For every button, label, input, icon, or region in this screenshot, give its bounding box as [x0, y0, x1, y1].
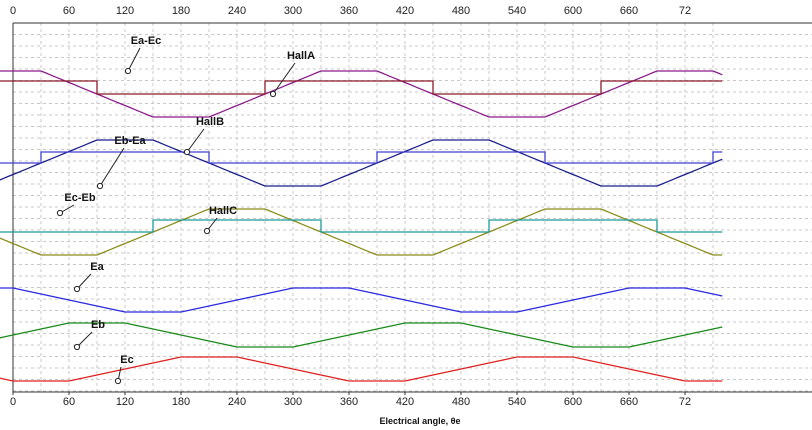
- x-tick-label-top: 540: [508, 5, 526, 17]
- series-line-ec-eb: [0, 208, 723, 256]
- series-label-hallc: HallC: [209, 205, 237, 217]
- annotation-leader-ea: [76, 273, 92, 290]
- x-tick-label-top: 240: [228, 5, 246, 17]
- series-line-ea-ec: [0, 70, 723, 118]
- x-tick-label-top: 0: [10, 5, 16, 17]
- annotation-marker-ec: [114, 377, 122, 385]
- x-tick-label: 300: [284, 396, 302, 408]
- annotation-marker-ec-eb: [56, 209, 64, 217]
- x-tick-label: 180: [172, 396, 190, 408]
- x-tick-label: 120: [116, 396, 134, 408]
- x-tick-label-top: 600: [564, 5, 582, 17]
- x-tick-label: 240: [228, 396, 246, 408]
- series-label-ea-ec: Ea-Ec: [131, 35, 162, 47]
- annotation-leader-eb: [76, 331, 93, 348]
- series-label-halla: HallA: [287, 50, 315, 62]
- annotation-marker-ea: [73, 285, 81, 293]
- x-axis-title: Electrical angle, θe: [380, 416, 461, 426]
- series-label-eb: Eb: [91, 319, 105, 331]
- x-tick-label-top: 360: [340, 5, 358, 17]
- annotation-marker-hallc: [203, 227, 211, 235]
- x-tick-label: 600: [564, 396, 582, 408]
- annotation-leader-halla: [272, 62, 296, 95]
- series-label-hallb: HallB: [196, 116, 224, 128]
- annotation-leader-ea-ec: [127, 47, 141, 72]
- annotation-marker-halla: [269, 90, 277, 98]
- annotation-marker-hallb: [183, 148, 191, 156]
- x-tick-label: 0: [10, 396, 16, 408]
- x-tick-label: 420: [396, 396, 414, 408]
- series-line-ea: [0, 287, 723, 313]
- series-label-eb-ea: Eb-Ea: [114, 135, 146, 147]
- x-tick-label-top: 480: [452, 5, 470, 17]
- x-tick-label-top: 660: [620, 5, 638, 17]
- annotation-leader-eb-ea: [99, 147, 125, 187]
- x-tick-label: 360: [340, 396, 358, 408]
- series-line-hallc: [0, 219, 723, 233]
- x-tick-label: 60: [63, 396, 75, 408]
- x-tick-label: 72: [679, 396, 691, 408]
- annotation-leader-hallb: [186, 128, 205, 153]
- series-label-ec: Ec: [120, 354, 133, 366]
- x-tick-label-top: 72: [679, 5, 691, 17]
- x-tick-label: 480: [452, 396, 470, 408]
- series-line-eb: [0, 322, 723, 348]
- x-tick-label-top: 120: [116, 5, 134, 17]
- annotation-marker-eb-ea: [96, 182, 104, 190]
- x-tick-label: 540: [508, 396, 526, 408]
- annotation-marker-ea-ec: [124, 67, 132, 75]
- x-tick-label-top: 300: [284, 5, 302, 17]
- x-tick-label-top: 60: [63, 5, 75, 17]
- series-line-halla: [0, 80, 723, 95]
- annotation-marker-eb: [73, 343, 81, 351]
- x-tick-label-top: 420: [396, 5, 414, 17]
- series-line-hallb: [0, 151, 723, 164]
- x-tick-label: 660: [620, 396, 638, 408]
- series-label-ec-eb: Ec-Eb: [64, 192, 95, 204]
- series-label-ea: Ea: [90, 261, 104, 273]
- series-line-eb-ea: [0, 139, 723, 187]
- x-tick-label-top: 180: [172, 5, 190, 17]
- series-line-ec: [0, 356, 723, 382]
